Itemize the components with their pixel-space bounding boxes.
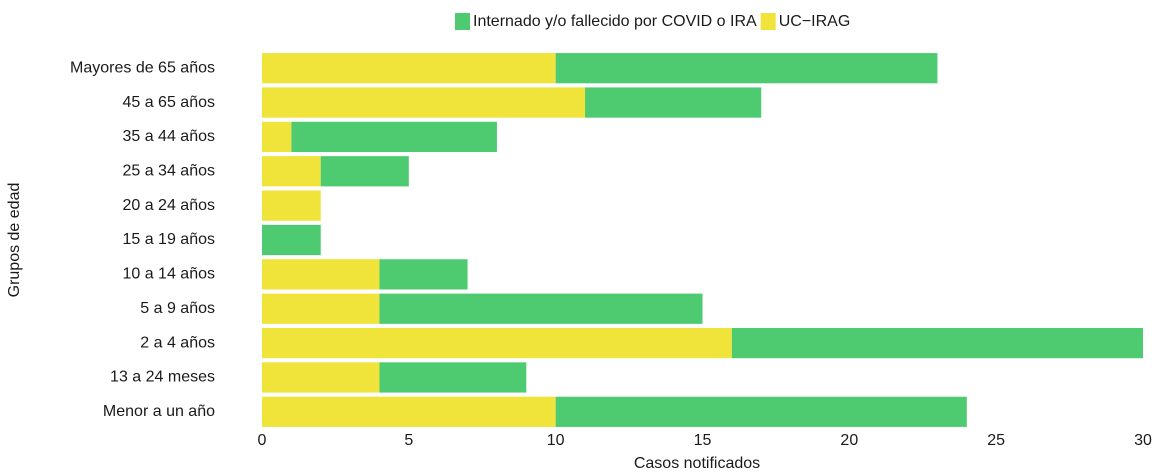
legend-swatch: [760, 13, 776, 30]
bar-segment: [262, 190, 321, 221]
legend-label: UC−IRAG: [779, 13, 851, 30]
x-tick-label: 30: [1134, 432, 1152, 449]
bar-segment: [379, 259, 468, 290]
legend-swatch: [455, 13, 470, 30]
bar-segment: [555, 396, 967, 427]
x-axis-label: Casos notificados: [634, 455, 760, 472]
bar-segment: [585, 87, 762, 118]
bar-segment: [262, 156, 321, 187]
y-tick-label: 15 a 19 años: [122, 231, 215, 248]
bar-segment: [262, 224, 321, 256]
bar-segment: [262, 121, 292, 153]
bar-segment: [262, 293, 380, 324]
y-tick-label: 13 a 24 meses: [110, 369, 215, 386]
x-tick-label: 15: [694, 432, 712, 449]
x-tick-label: 20: [840, 432, 858, 449]
bar-segment: [262, 53, 556, 84]
y-axis-label: Grupos de edad: [6, 183, 23, 298]
y-tick-label: 35 a 44 años: [122, 128, 215, 145]
bar-segment: [262, 362, 380, 393]
legend-label: Internado y/o fallecido por COVID o IRA: [473, 13, 757, 30]
bar-segment: [379, 362, 527, 393]
y-tick-label: Mayores de 65 años: [70, 59, 215, 76]
bar-segment: [291, 121, 497, 153]
x-tick-label: 0: [258, 432, 267, 449]
y-tick-label: 5 a 9 años: [140, 300, 215, 317]
bar-segment: [262, 327, 732, 359]
y-tick-label: 20 a 24 años: [122, 197, 215, 214]
x-tick-label: 25: [987, 432, 1005, 449]
y-tick-label: Menor a un año: [103, 403, 215, 420]
y-tick-label: 10 a 14 años: [122, 266, 215, 283]
x-tick-label: 10: [547, 432, 565, 449]
y-tick-label: 2 a 4 años: [140, 334, 215, 351]
bar-segment: [262, 259, 380, 290]
y-tick-label: 25 a 34 años: [122, 162, 215, 179]
bar-segment: [379, 293, 703, 324]
bar-segment: [555, 53, 938, 84]
bar-segment: [731, 327, 1143, 359]
bar-segment: [262, 396, 556, 427]
bar-segment: [262, 87, 586, 118]
x-tick-label: 5: [404, 432, 413, 449]
y-tick-label: 45 a 65 años: [122, 94, 215, 111]
bar-segment: [320, 156, 409, 187]
